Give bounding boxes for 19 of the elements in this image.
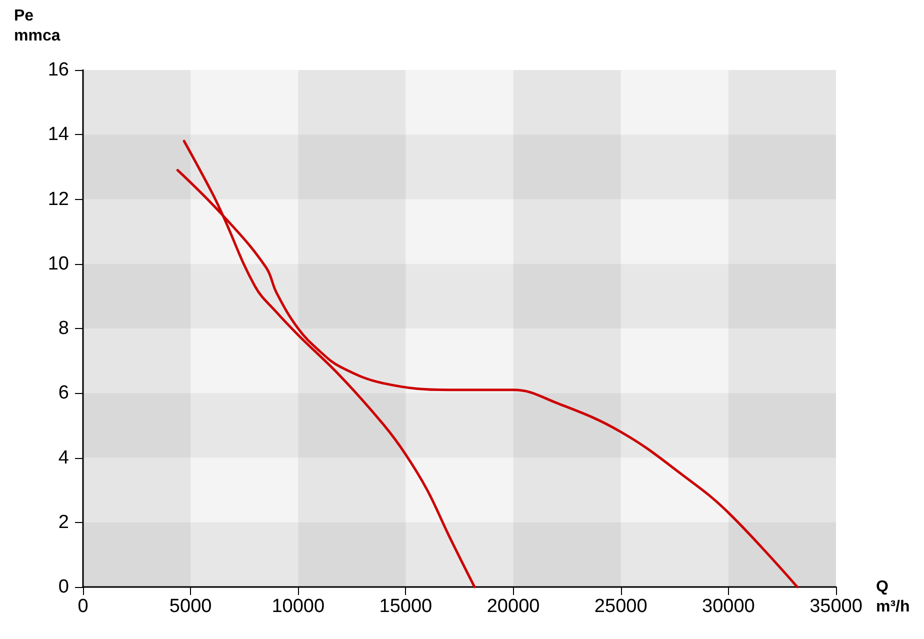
x-tick-label: 5000 <box>169 596 212 617</box>
y-tick-label: 2 <box>58 512 69 533</box>
x-tick-label: 25000 <box>594 596 648 617</box>
x-axis-title: Q m³/h <box>876 578 910 616</box>
y-tick-label: 4 <box>58 447 70 468</box>
x-tick-label: 15000 <box>379 596 432 617</box>
y-tick-label: 12 <box>48 188 69 210</box>
x-tick-label: 20000 <box>486 596 540 617</box>
y-tick-label: 8 <box>58 318 69 339</box>
x-tick-label: 30000 <box>702 596 755 617</box>
y-tick-label: 14 <box>48 124 70 146</box>
x-tick-label: 35000 <box>810 596 862 617</box>
y-tick-label: 0 <box>58 576 69 598</box>
y-tick-label: 6 <box>58 382 69 404</box>
y-tick-label: 16 <box>48 60 69 80</box>
y-tick-label: 10 <box>48 253 69 274</box>
y-axis-title: Pe mmca <box>14 8 60 44</box>
x-tick-label: 0 <box>78 596 88 617</box>
x-tick-label: 10000 <box>272 596 325 617</box>
